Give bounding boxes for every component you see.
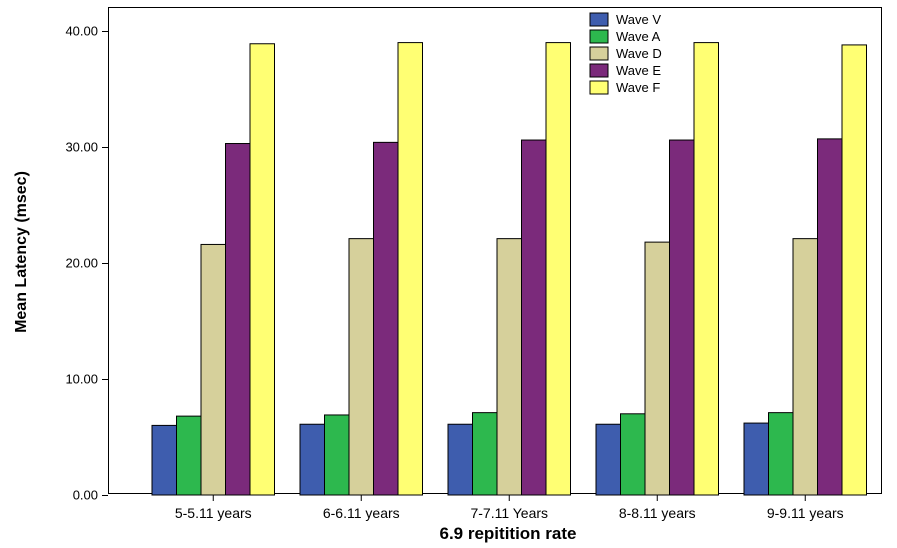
bar-wave-e [817, 138, 843, 496]
bar-wave-v [743, 422, 769, 496]
y-axis: 0.00 10.00 20.00 30.00 40.00 [65, 24, 108, 503]
legend-swatch [589, 63, 609, 78]
bar-wave-e [669, 139, 695, 496]
legend-label: Wave F [616, 80, 660, 95]
bar-wave-a [768, 412, 794, 496]
bar-wave-a [620, 413, 646, 496]
bar-wave-f [397, 42, 423, 496]
x-tick-label: 7-7.11 Years [470, 505, 548, 521]
legend: Wave V Wave A Wave D Wave E Wave F [589, 12, 662, 95]
legend-swatch [589, 29, 609, 44]
legend-label: Wave D [616, 46, 662, 61]
x-tick-label: 5-5.11 years [175, 505, 252, 521]
x-tick-label: 8-8.11 years [619, 505, 696, 521]
legend-swatch [589, 46, 609, 61]
bar-wave-v [299, 423, 325, 496]
bar-wave-v [447, 423, 473, 496]
x-tick-label: 6-6.11 years [323, 505, 400, 521]
bar-wave-a [176, 415, 202, 496]
bar-wave-d [792, 238, 818, 496]
y-tick-label: 20.00 [65, 256, 98, 271]
bar-wave-a [472, 412, 498, 496]
y-axis-title: Mean Latency (msec) [13, 171, 30, 333]
y-tick-label: 40.00 [65, 24, 98, 39]
x-tick-label: 9-9.11 years [767, 505, 844, 521]
bar-wave-f [693, 42, 719, 496]
legend-label: Wave A [616, 29, 661, 44]
bar-wave-e [225, 143, 251, 496]
bar-wave-d [200, 243, 226, 496]
bar-wave-e [373, 141, 399, 496]
bar-wave-v [595, 423, 621, 496]
y-tick-label: 10.00 [65, 372, 98, 387]
legend-swatch [589, 80, 609, 95]
bar-wave-a [324, 414, 350, 496]
bar-wave-d [644, 241, 670, 496]
y-tick-label: 30.00 [65, 140, 98, 155]
legend-swatch [589, 12, 609, 27]
bar-wave-f [545, 42, 571, 496]
legend-label: Wave V [616, 12, 661, 27]
bars-group [151, 42, 867, 496]
bar-wave-v [151, 424, 177, 496]
bar-wave-d [348, 238, 374, 496]
y-tick-label: 0.00 [73, 488, 98, 503]
bar-wave-d [496, 238, 522, 496]
bar-wave-f [249, 43, 275, 496]
legend-label: Wave E [616, 63, 661, 78]
bar-wave-e [521, 139, 547, 496]
x-axis: 5-5.11 years 6-6.11 years 7-7.11 Years 8-8.… [175, 495, 844, 521]
x-axis-title: 6.9 repitition rate [440, 524, 577, 543]
bar-wave-f [841, 44, 867, 496]
